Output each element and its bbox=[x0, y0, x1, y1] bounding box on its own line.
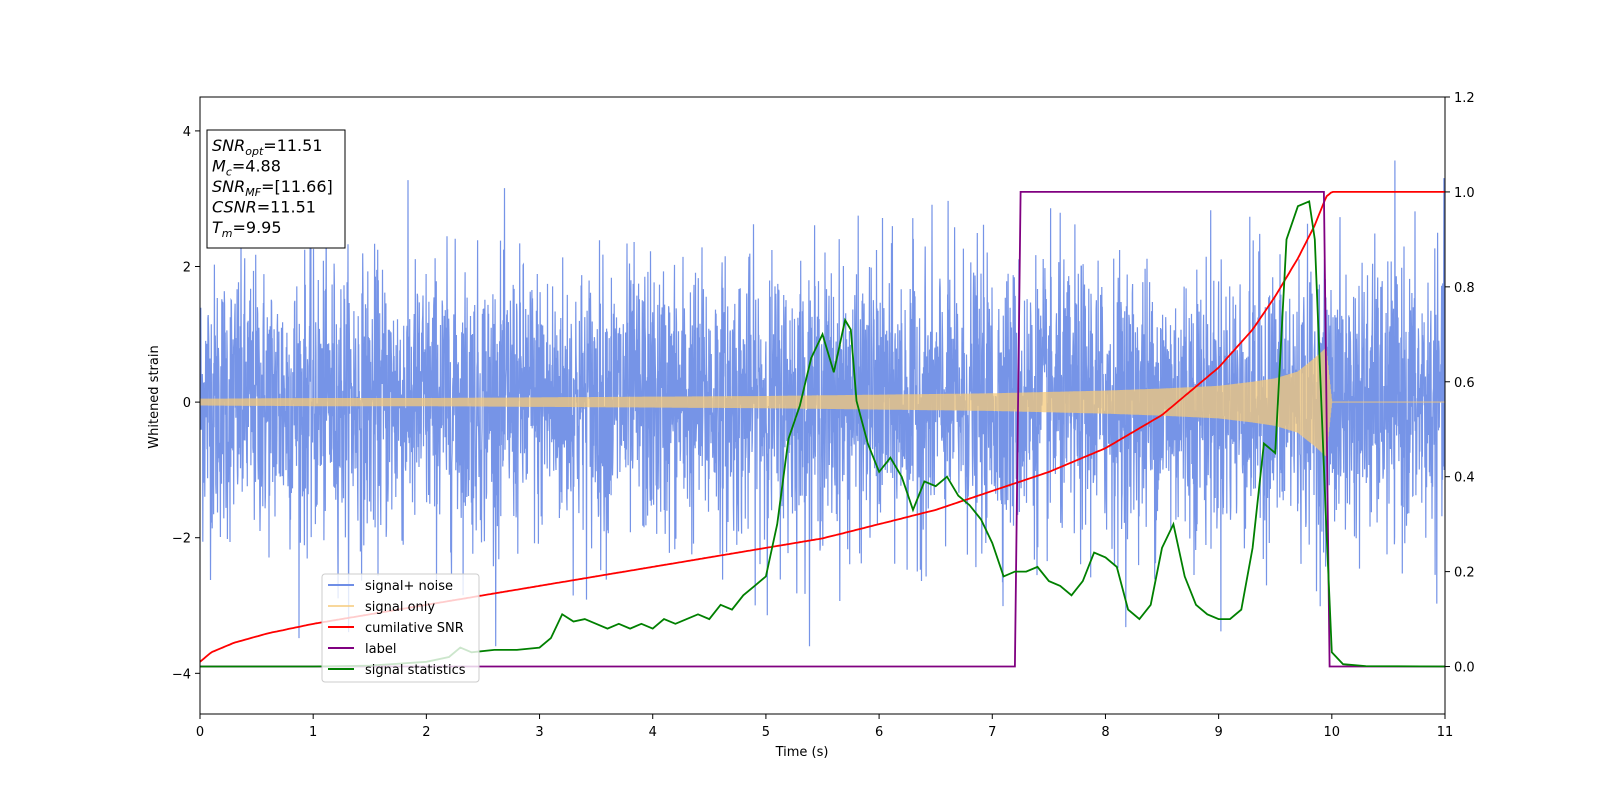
annotation-line: Tm=9.95 bbox=[212, 218, 282, 240]
y-tick-label: −4 bbox=[172, 667, 191, 682]
legend-label: signal statistics bbox=[365, 663, 466, 678]
y2-tick-label: 0.4 bbox=[1454, 471, 1475, 486]
series-signal-only bbox=[200, 347, 1445, 457]
annotation-line: Mc=4.88 bbox=[212, 157, 281, 179]
y2-tick-label: 0.2 bbox=[1454, 566, 1475, 581]
x-tick-label: 2 bbox=[422, 725, 430, 740]
y-tick-label: 2 bbox=[183, 261, 191, 276]
axes: 0 1 2 3 4 5 6 7 8 9 10 11 −4 −2 0 2 4 0.0 0.2 0.4 0.6 0.8 1.0 1… bbox=[172, 91, 1475, 740]
x-tick-label: 7 bbox=[988, 725, 996, 740]
series-signal-statistics bbox=[200, 200, 1445, 668]
annotation-frame bbox=[206, 129, 346, 249]
y2-tick-label: 1.2 bbox=[1454, 91, 1475, 106]
legend-frame bbox=[321, 573, 480, 683]
y2-tick-label: 0.0 bbox=[1454, 661, 1475, 676]
y-tick-label: 4 bbox=[183, 125, 191, 140]
y2-tick-label: 1.0 bbox=[1454, 186, 1475, 201]
x-tick-label: 5 bbox=[762, 725, 770, 740]
annotation-box: SNRopt=11.51Mc=4.88SNRMF=[11.66]CSNR=11.… bbox=[206, 129, 346, 249]
legend-label: signal only bbox=[365, 600, 435, 615]
series-label bbox=[200, 190, 1445, 668]
x-tick-label: 10 bbox=[1324, 725, 1341, 740]
x-tick-label: 8 bbox=[1101, 725, 1109, 740]
annotation-line: SNRMF=[11.66] bbox=[212, 177, 333, 199]
legend-label: cumilative SNR bbox=[365, 621, 464, 636]
y-axis-label: Whitened strain bbox=[147, 345, 162, 448]
x-tick-label: 4 bbox=[649, 725, 657, 740]
x-tick-label: 6 bbox=[875, 725, 883, 740]
annotation-line: CSNR=11.51 bbox=[212, 198, 316, 217]
y2-tick-label: 0.8 bbox=[1454, 281, 1475, 296]
x-tick-label: 11 bbox=[1437, 725, 1454, 740]
x-tick-label: 1 bbox=[309, 725, 317, 740]
annotation-line: SNRopt=11.51 bbox=[212, 136, 323, 158]
x-tick-label: 3 bbox=[535, 725, 543, 740]
y-tick-label: −2 bbox=[172, 532, 191, 547]
legend: signal+ noise signal only cumilative SNR la… bbox=[321, 573, 480, 683]
x-axis-label: Time (s) bbox=[775, 745, 829, 760]
x-tick-label: 9 bbox=[1214, 725, 1222, 740]
legend-label: signal+ noise bbox=[365, 579, 453, 594]
plot-frame bbox=[199, 96, 1446, 715]
legend-label: label bbox=[365, 642, 396, 657]
y-tick-label: 0 bbox=[183, 396, 191, 411]
y2-tick-label: 0.6 bbox=[1454, 376, 1475, 391]
x-tick-label: 0 bbox=[196, 725, 204, 740]
